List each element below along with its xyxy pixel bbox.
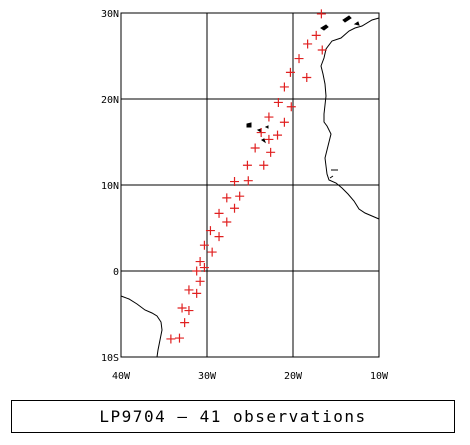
observation-map: 40W 30W 20W 10W 30N 20N 10N 0 10S — [101, 9, 389, 382]
observation-marker-38 — [311, 30, 321, 40]
observation-marker-28 — [266, 147, 276, 157]
coastline — [120, 15, 380, 358]
observation-marker-29 — [273, 130, 283, 140]
observation-marker-36 — [302, 73, 312, 82]
observation-marker-20 — [230, 177, 240, 187]
observation-marker-31 — [279, 82, 289, 92]
observation-marker-11 — [199, 240, 209, 250]
observation-markers — [166, 9, 327, 344]
observation-marker-0 — [166, 334, 176, 344]
observation-marker-9 — [195, 257, 205, 267]
observation-marker-35 — [294, 54, 304, 64]
observation-marker-26 — [264, 112, 274, 122]
observation-marker-14 — [214, 232, 224, 242]
canary-islands — [320, 15, 360, 31]
observation-marker-32 — [279, 117, 289, 127]
lat-tick-label-1: 20N — [101, 95, 119, 106]
lat-tick-label-4: 10S — [101, 353, 119, 364]
map-frame — [120, 12, 380, 358]
south-america-coastline — [120, 295, 163, 358]
caption-text: LP9704 — 41 observations — [99, 407, 367, 426]
observation-marker-12 — [207, 247, 217, 257]
observation-marker-25 — [256, 128, 266, 138]
lon-tick-label-3: 10W — [370, 371, 389, 382]
observation-marker-4 — [184, 306, 194, 316]
observation-marker-34 — [285, 67, 295, 77]
lon-tick-label-1: 30W — [198, 371, 217, 382]
africa-coastline — [320, 17, 380, 220]
observation-marker-40 — [316, 9, 326, 19]
observation-marker-24 — [259, 160, 269, 170]
observation-marker-15 — [214, 208, 224, 218]
observation-marker-5 — [184, 285, 194, 295]
lat-tick-label-0: 30N — [101, 9, 119, 20]
observation-marker-6 — [192, 288, 202, 298]
observation-marker-27 — [264, 134, 274, 144]
observation-marker-10 — [199, 263, 209, 273]
observation-marker-22 — [242, 160, 252, 170]
lon-tick-label-2: 20W — [284, 371, 303, 382]
observation-marker-37 — [303, 39, 313, 49]
observation-marker-30 — [273, 97, 283, 107]
observation-marker-39 — [317, 45, 327, 55]
lat-tick-label-3: 0 — [113, 267, 119, 278]
observation-marker-23 — [250, 143, 260, 153]
observation-marker-3 — [177, 303, 187, 313]
observation-marker-2 — [180, 318, 190, 328]
observation-marker-33 — [286, 102, 296, 112]
observation-marker-1 — [174, 333, 184, 343]
observation-marker-16 — [222, 217, 232, 227]
observation-marker-13 — [205, 226, 215, 236]
observation-marker-18 — [230, 203, 240, 213]
map-border — [120, 12, 380, 358]
observation-marker-17 — [222, 193, 232, 203]
observation-marker-21 — [243, 176, 253, 186]
observation-marker-8 — [192, 266, 202, 276]
observation-marker-19 — [235, 191, 245, 201]
graticule — [120, 12, 380, 358]
caption-box: LP9704 — 41 observations — [11, 400, 455, 433]
cape-verde-coast-detail — [329, 169, 338, 179]
observation-marker-7 — [195, 276, 205, 286]
tick-labels: 40W 30W 20W 10W 30N 20N 10N 0 10S — [101, 9, 389, 382]
lon-tick-label-0: 40W — [112, 371, 131, 382]
lat-tick-label-2: 10N — [101, 181, 119, 192]
